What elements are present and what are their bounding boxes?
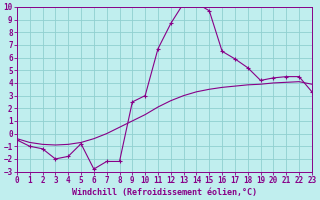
X-axis label: Windchill (Refroidissement éolien,°C): Windchill (Refroidissement éolien,°C) xyxy=(72,188,257,197)
